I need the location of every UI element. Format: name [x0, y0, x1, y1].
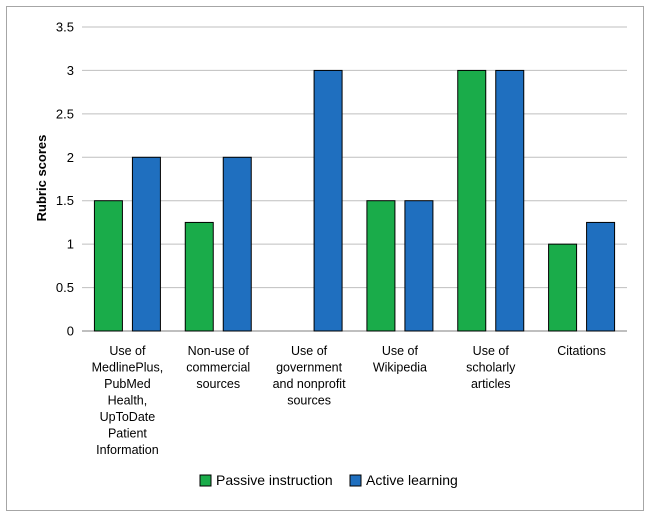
y-tick-label: 0.5 [56, 280, 74, 295]
y-tick-label: 0 [67, 324, 74, 339]
category-label-line: Non-use of [188, 344, 250, 358]
category-label-line: sources [287, 394, 331, 408]
bar-active-learning [404, 200, 434, 332]
category-label-line: MedlinePlus, [92, 361, 164, 375]
category-label-line: Wikipedia [373, 361, 427, 375]
bar-active-learning [586, 221, 616, 332]
category-label-line: and nonprofit [273, 377, 347, 391]
gridlines [82, 26, 627, 332]
bars [93, 69, 616, 332]
y-tick-label: 3.5 [56, 20, 74, 35]
y-axis-ticks: 0 0.5 1 1.5 2 2.5 3 3.5 [56, 20, 74, 339]
legend-swatch [199, 474, 212, 487]
bar-active-learning [222, 156, 252, 332]
category-label-line: government [276, 361, 343, 375]
category-label-line: Use of [109, 344, 146, 358]
category-label: Non-use of commercial sources [186, 344, 250, 391]
category-label-line: articles [471, 377, 511, 391]
category-label: Use of MedlinePlus, PubMed Health, UpToDate P… [92, 344, 164, 457]
bar-passive-instruction [184, 221, 214, 332]
category-label: Use of government and nonprofit sources [273, 344, 347, 408]
legend-swatch [349, 474, 362, 487]
category-label-line: Use of [291, 344, 328, 358]
y-tick-label: 3 [67, 63, 74, 78]
category-label-line: sources [196, 377, 240, 391]
bar-passive-instruction [548, 243, 578, 332]
legend-label: Passive instruction [216, 472, 333, 488]
category-label-line: scholarly [466, 361, 516, 375]
bar-passive-instruction [93, 200, 123, 332]
category-labels: Use of MedlinePlus, PubMed Health, UpToDate P… [92, 344, 606, 457]
category-label: Citations [557, 344, 606, 358]
category-label-line: Use of [473, 344, 510, 358]
category-label-line: Patient [108, 427, 147, 441]
bar-active-learning [131, 156, 161, 332]
y-tick-label: 2 [67, 150, 74, 165]
y-tick-label: 1 [67, 237, 74, 252]
category-label: Use of scholarly articles [466, 344, 516, 391]
category-label-line: commercial [186, 361, 250, 375]
category-label-line: Health, [108, 394, 148, 408]
legend-label: Active learning [366, 472, 458, 488]
bar-passive-instruction [457, 69, 487, 332]
bar-active-learning [495, 69, 525, 332]
legend: Passive instruction Active learning [199, 472, 458, 488]
bar-passive-instruction [366, 200, 396, 332]
bar-active-learning [313, 69, 343, 332]
y-axis-label: Rubric scores [34, 135, 49, 222]
category-label-line: PubMed [104, 377, 151, 391]
category-label-line: UpToDate [100, 410, 156, 424]
category-label-line: Citations [557, 344, 606, 358]
y-tick-label: 1.5 [56, 193, 74, 208]
category-label-line: Information [96, 443, 159, 457]
category-label-line: Use of [382, 344, 419, 358]
y-tick-label: 2.5 [56, 106, 74, 121]
category-label: Use of Wikipedia [373, 344, 427, 375]
